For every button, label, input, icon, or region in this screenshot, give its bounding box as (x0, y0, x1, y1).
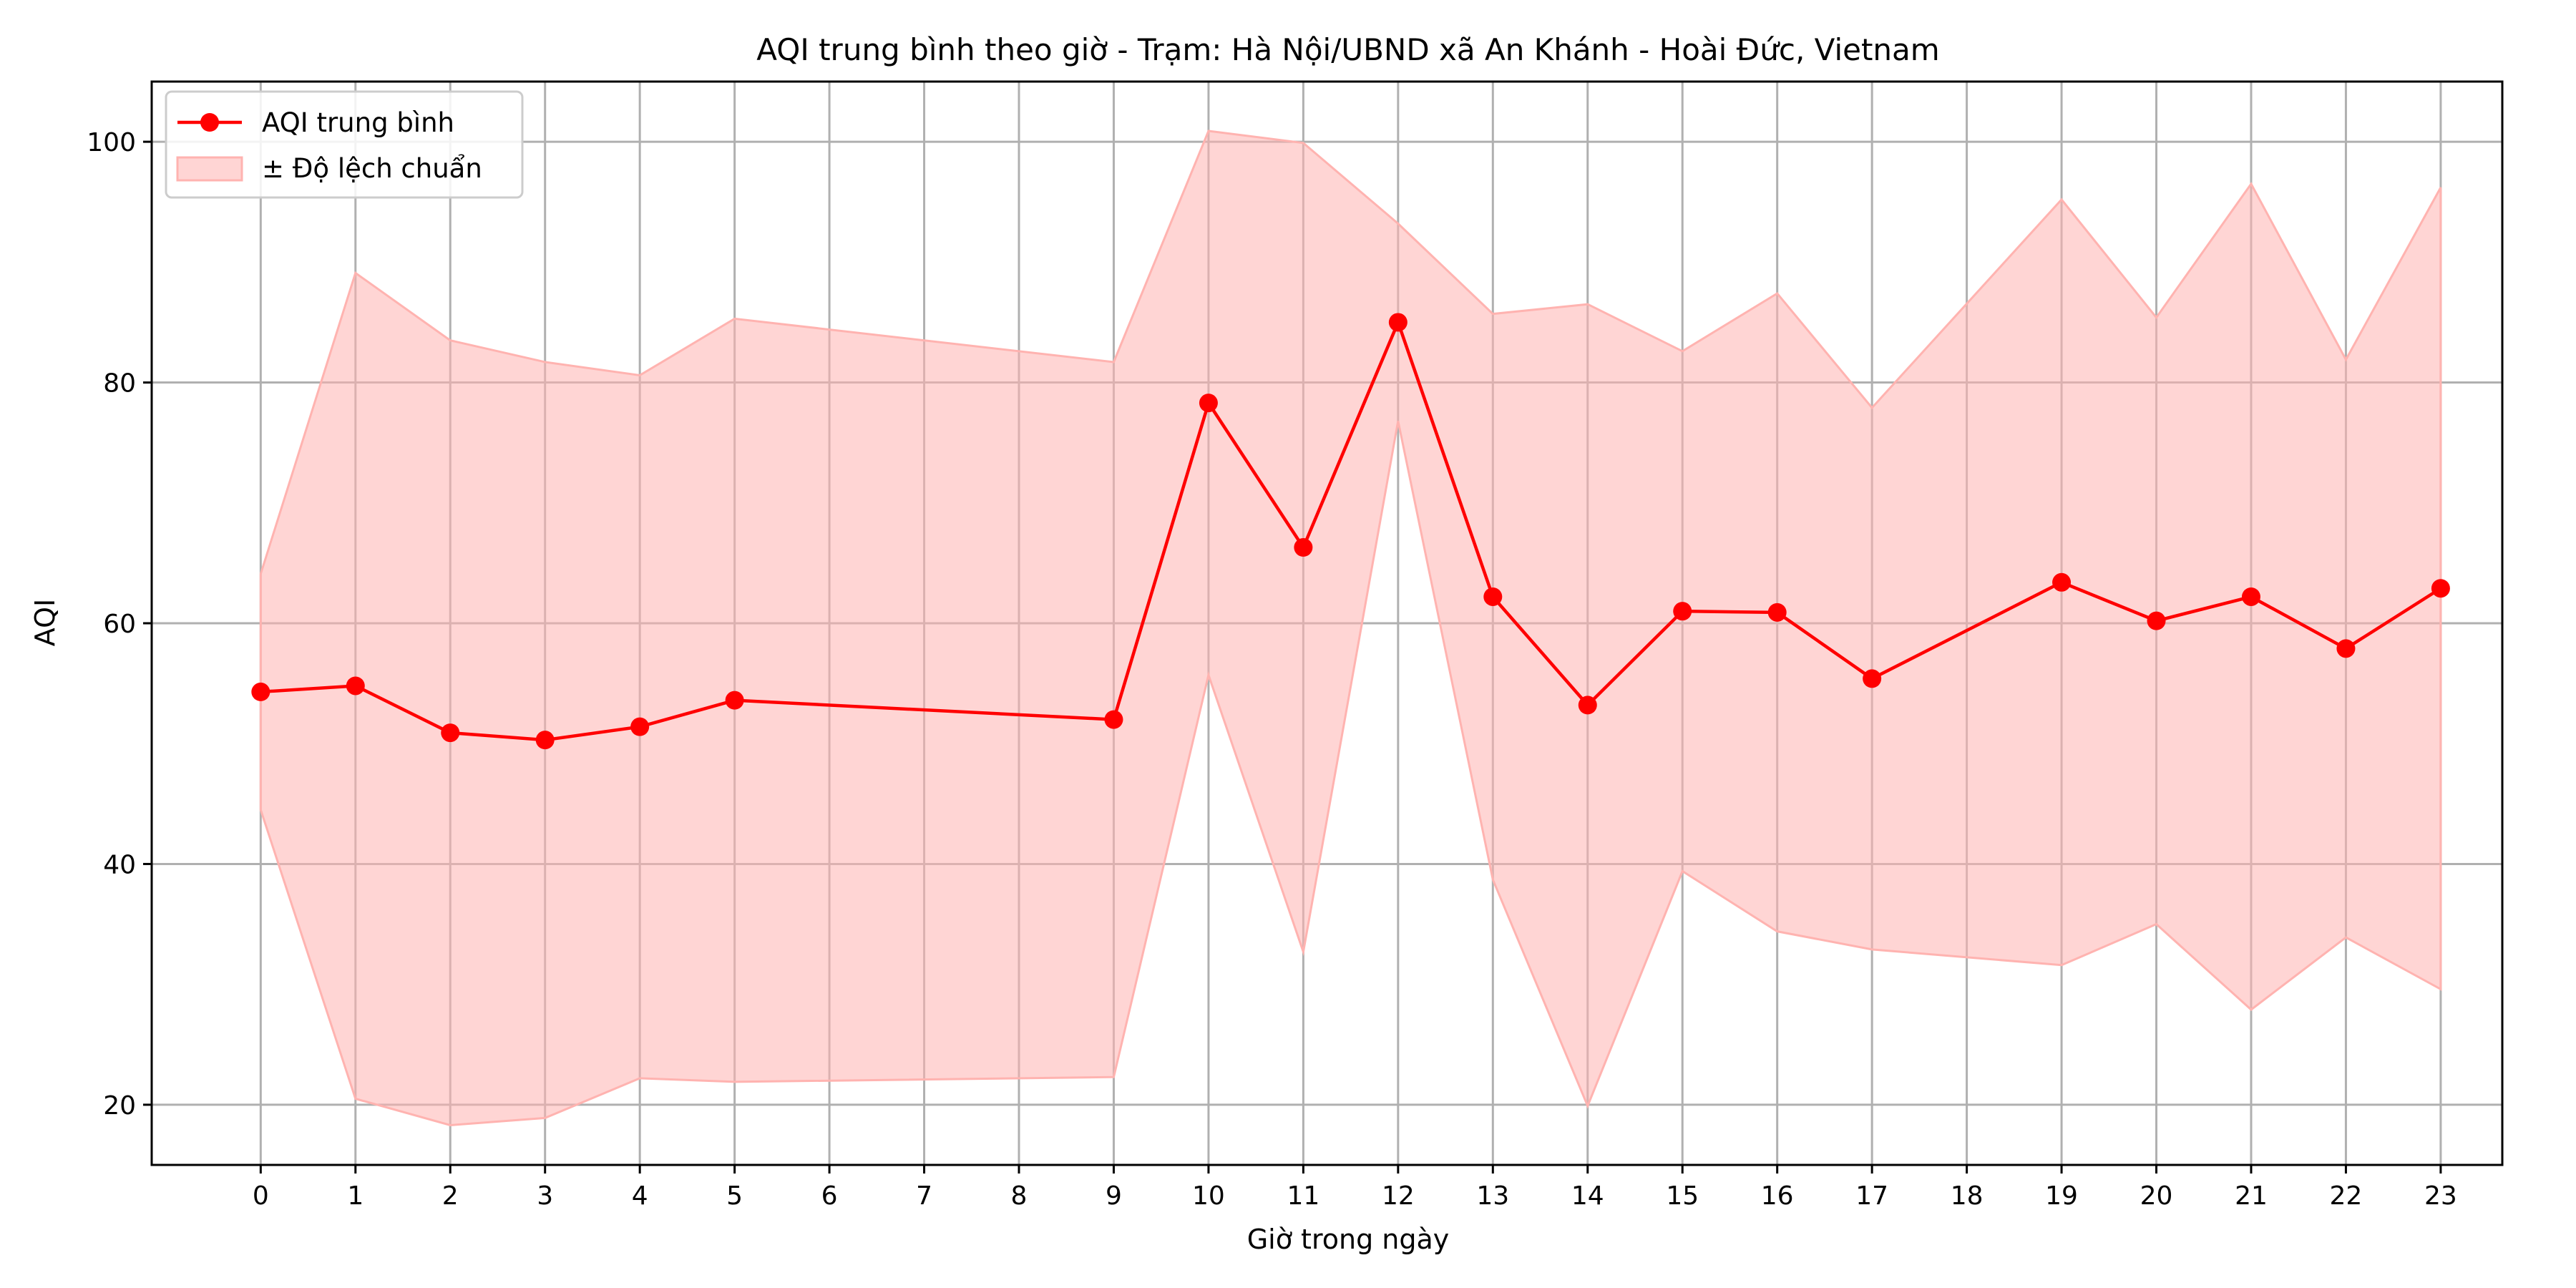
data-point (1388, 313, 1407, 332)
legend: AQI trung bình ± Độ lệch chuẩn (165, 90, 524, 199)
x-tick-label: 10 (1192, 1181, 1225, 1211)
data-point (2147, 611, 2166, 630)
legend-label-mean: AQI trung bình (262, 107, 454, 138)
data-point (630, 717, 650, 736)
x-axis-ticks: 0 1 2 3 4 5 6 7 8 9 10 11 12 13 14 15 16 17 18 19 20 21 22 23 (253, 1165, 2457, 1211)
x-tick-label: 23 (2424, 1181, 2457, 1211)
x-tick-label: 13 (1476, 1181, 1509, 1211)
x-tick-label: 15 (1666, 1181, 1699, 1211)
x-tick-label: 7 (916, 1181, 932, 1211)
data-point (2052, 572, 2072, 592)
data-point (1863, 669, 1882, 688)
x-tick-label: 4 (632, 1181, 648, 1211)
data-point (1673, 602, 1692, 621)
x-tick-label: 20 (2140, 1181, 2173, 1211)
y-tick-label: 80 (103, 369, 136, 399)
series-line-aqi-mean (260, 321, 2442, 742)
data-point (1294, 538, 1313, 557)
data-point (1767, 602, 1787, 622)
x-tick-label: 6 (821, 1181, 838, 1211)
y-tick-label: 20 (103, 1091, 136, 1121)
legend-marker-swatch (200, 113, 219, 132)
y-axis-label: AQI (29, 599, 61, 646)
x-tick-label: 1 (347, 1181, 364, 1211)
x-tick-label: 11 (1287, 1181, 1319, 1211)
x-tick-label: 8 (1011, 1181, 1028, 1211)
series-layer (251, 313, 2450, 750)
std-deviation-band (259, 130, 2442, 1127)
legend-box (165, 90, 524, 199)
x-tick-label: 19 (2045, 1181, 2078, 1211)
data-point (441, 723, 460, 743)
data-point (535, 731, 555, 750)
x-tick-label: 2 (442, 1181, 459, 1211)
data-point (1199, 394, 1218, 413)
x-tick-label: 3 (537, 1181, 553, 1211)
x-tick-label: 0 (253, 1181, 269, 1211)
x-tick-label: 22 (2330, 1181, 2363, 1211)
data-point (2336, 639, 2356, 658)
data-point (346, 676, 365, 696)
legend-label-std: ± Độ lệch chuẩn (262, 153, 482, 184)
data-point (1578, 696, 1597, 715)
data-point (251, 682, 270, 701)
data-point (1104, 710, 1123, 729)
std-band-layer (259, 130, 2442, 1127)
x-tick-label: 14 (1571, 1181, 1604, 1211)
y-axis-ticks: 20 40 60 80 100 (87, 128, 152, 1121)
x-tick-label: 5 (726, 1181, 743, 1211)
x-tick-label: 16 (1761, 1181, 1794, 1211)
data-point (1483, 587, 1503, 606)
chart-title: AQI trung bình theo giờ - Trạm: Hà Nội/U… (756, 32, 1939, 67)
x-tick-label: 18 (1951, 1181, 1984, 1211)
x-axis-label: Giờ trong ngày (1247, 1224, 1450, 1255)
y-tick-label: 60 (103, 610, 136, 639)
x-tick-label: 9 (1106, 1181, 1122, 1211)
x-tick-label: 12 (1382, 1181, 1415, 1211)
x-tick-label: 21 (2235, 1181, 2268, 1211)
y-tick-label: 100 (87, 128, 136, 157)
legend-band-swatch (176, 156, 243, 182)
data-point (2431, 579, 2450, 598)
data-point (725, 691, 744, 710)
x-tick-label: 17 (1855, 1181, 1888, 1211)
y-tick-label: 40 (103, 850, 136, 879)
data-point (2241, 587, 2260, 606)
